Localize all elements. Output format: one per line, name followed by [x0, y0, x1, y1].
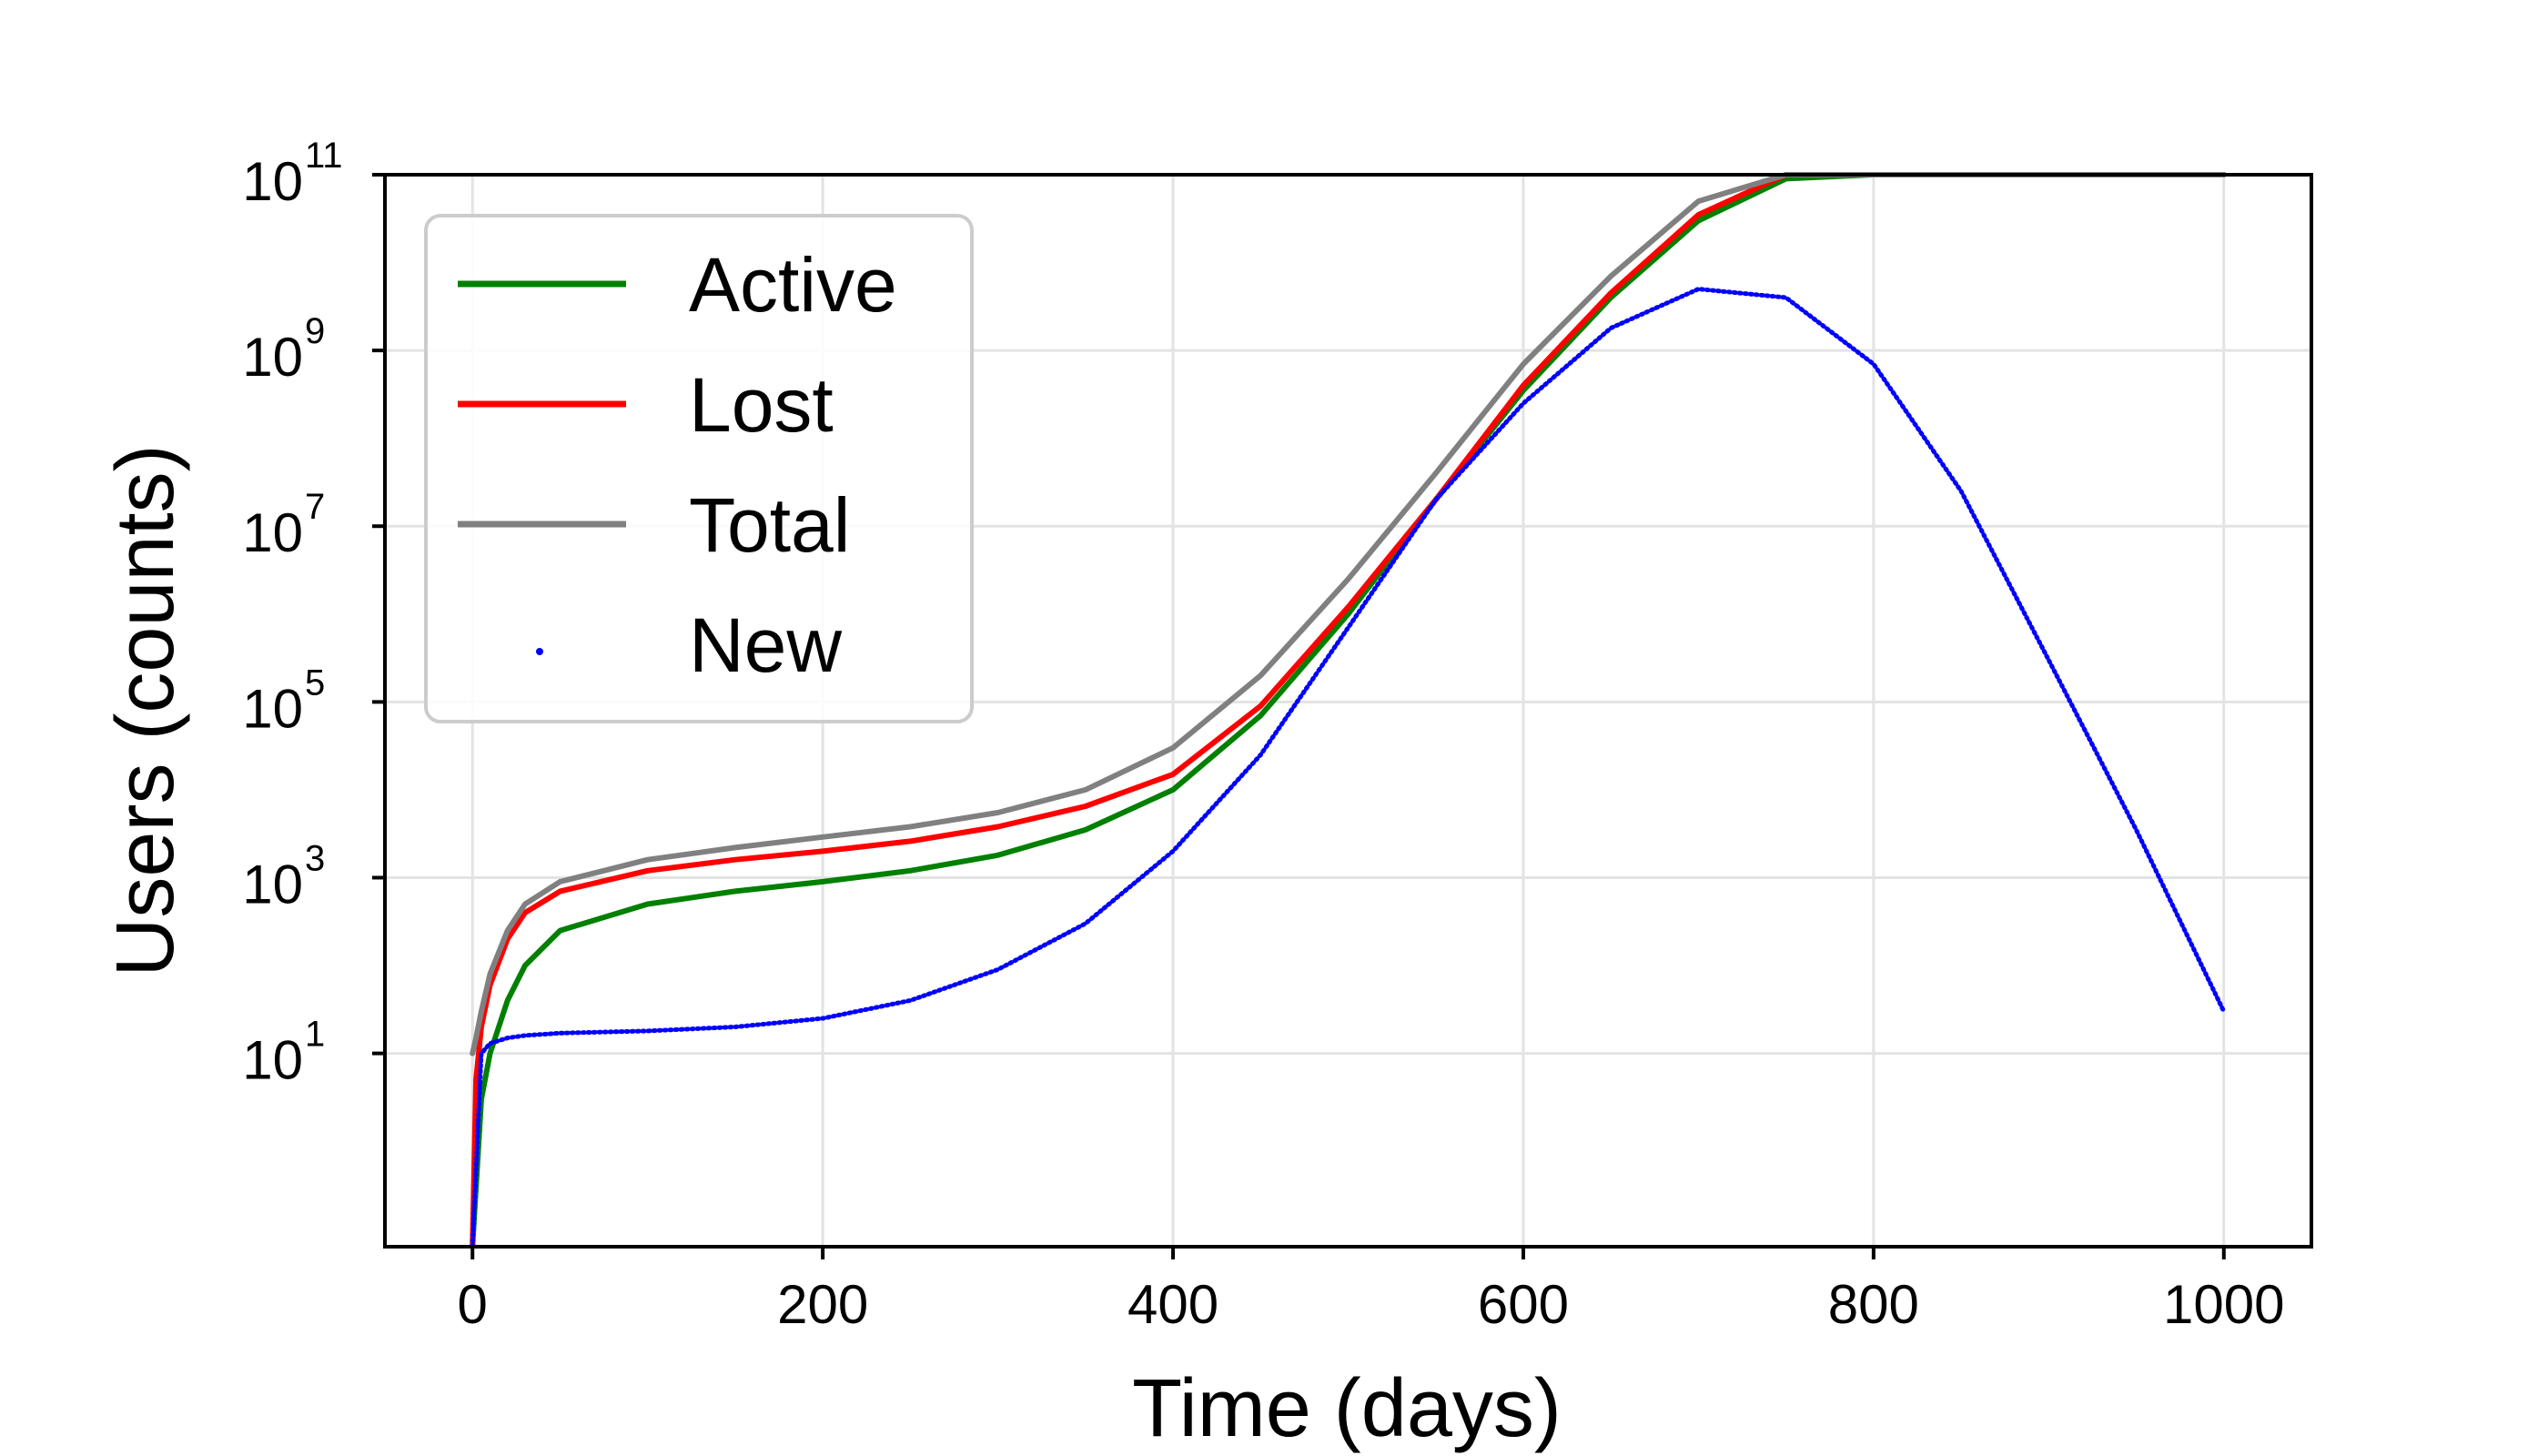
legend-box — [424, 214, 974, 723]
y-tick-exponent: 9 — [305, 311, 325, 351]
x-tick-label: 1000 — [2163, 1274, 2284, 1335]
x-tick-label: 600 — [1478, 1274, 1569, 1335]
y-tick-label: 10 — [242, 678, 303, 739]
x-tick-label: 200 — [777, 1274, 868, 1335]
series-new — [470, 287, 2227, 1249]
y-tick-exponent: 5 — [305, 662, 325, 703]
y-tick-exponent: 11 — [305, 136, 343, 176]
x-tick-label: 400 — [1127, 1274, 1218, 1335]
legend: Active Lost Total New — [424, 214, 974, 723]
y-tick-label: 10 — [242, 1030, 303, 1091]
y-tick-exponent: 3 — [305, 838, 325, 878]
y-tick-label: 10 — [242, 151, 303, 212]
y-axis-label: Users (counts) — [100, 444, 191, 976]
legend-label-active: Active — [689, 242, 897, 328]
x-tick-label: 800 — [1828, 1274, 1919, 1335]
x-tick-label: 0 — [458, 1274, 488, 1335]
y-tick-label: 10 — [242, 327, 303, 388]
legend-label-new: New — [689, 602, 842, 688]
plot-frame — [383, 173, 2313, 1249]
y-tick-label: 10 — [242, 502, 303, 563]
y-tick-exponent: 1 — [305, 1015, 325, 1055]
legend-label-lost: Lost — [689, 362, 834, 448]
legend-label-total: Total — [689, 482, 850, 568]
x-axis-label: Time (days) — [1132, 1363, 1562, 1454]
legend-marker-new — [536, 648, 543, 655]
y-tick-exponent: 7 — [305, 487, 325, 527]
y-tick-label: 10 — [242, 854, 303, 915]
